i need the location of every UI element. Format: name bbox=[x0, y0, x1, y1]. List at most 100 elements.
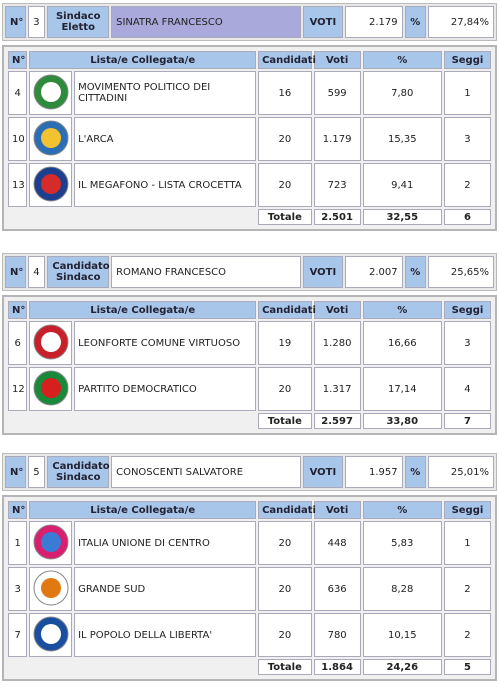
list-name: IL POPOLO DELLA LIBERTA' bbox=[74, 613, 257, 657]
total-votes: 2.597 bbox=[313, 413, 361, 429]
column-header: Seggi bbox=[443, 51, 491, 69]
role-label: Candidato Sindaco bbox=[47, 456, 110, 488]
list-logo bbox=[33, 524, 69, 559]
list-seats: 2 bbox=[443, 163, 491, 207]
column-header: % bbox=[362, 301, 442, 319]
list-number: 1 bbox=[8, 521, 28, 565]
list-candidates: 19 bbox=[258, 321, 312, 365]
logo-cell bbox=[29, 567, 73, 611]
list-candidates: 16 bbox=[258, 71, 312, 115]
logo-cell bbox=[29, 521, 73, 565]
candidate-number: 4 bbox=[28, 256, 46, 288]
blank bbox=[8, 209, 256, 225]
total-row: Totale 2.597 33,80 7 bbox=[8, 413, 491, 429]
logo-cell bbox=[29, 321, 73, 365]
logo-center bbox=[41, 173, 62, 194]
candidate-header: N° 3 Sindaco Eletto SINATRA FRANCESCO VOTI 2.… bbox=[2, 3, 497, 41]
total-label: Totale bbox=[258, 209, 312, 225]
list-seats: 3 bbox=[443, 321, 491, 365]
list-candidates: 20 bbox=[258, 163, 312, 207]
list-seats: 3 bbox=[443, 117, 491, 161]
votes-label: VOTI bbox=[302, 256, 344, 288]
column-header: % bbox=[362, 51, 442, 69]
column-header: Voti bbox=[313, 501, 361, 519]
hd: N° Lista/e Collegata/e Candidati Voti% Seggi bbox=[8, 301, 491, 319]
role-label: Sindaco Eletto bbox=[47, 6, 110, 38]
list-logo bbox=[33, 616, 69, 651]
pct-label: % bbox=[404, 6, 426, 38]
list-pct: 9,41 bbox=[362, 163, 442, 207]
total-seats: 7 bbox=[443, 413, 491, 429]
list-number: 12 bbox=[8, 367, 28, 411]
total-row: Totale 1.864 24,26 5 bbox=[8, 659, 491, 675]
list-row: 7 IL POPOLO DELLA LIBERTA' 20 780 10,15 2 bbox=[8, 613, 491, 657]
list-number: 13 bbox=[8, 163, 28, 207]
list-seats: 4 bbox=[443, 367, 491, 411]
list-votes: 723 bbox=[313, 163, 361, 207]
logo-cell bbox=[29, 367, 73, 411]
total-pct: 33,80 bbox=[362, 413, 442, 429]
list-pct: 10,15 bbox=[362, 613, 442, 657]
list-logo bbox=[33, 570, 69, 605]
header-row: N° 5 Candidato Sindaco CONOSCENTI SALVATORE… bbox=[5, 456, 494, 488]
list-name: MOVIMENTO POLITICO DEI CITTADINI bbox=[74, 71, 257, 115]
header-row: N° 3 Sindaco Eletto SINATRA FRANCESCO VOTI 2.… bbox=[5, 6, 494, 38]
list-votes: 1.280 bbox=[313, 321, 361, 365]
logo-cell bbox=[29, 117, 73, 161]
list-row: 13 IL MEGAFONO - LISTA CROCETTA 20 723 9,41 2 bbox=[8, 163, 491, 207]
list-seats: 1 bbox=[443, 71, 491, 115]
list-row: 1 ITALIA UNIONE DI CENTRO 20 448 5,83 1 bbox=[8, 521, 491, 565]
list-number: 7 bbox=[8, 613, 28, 657]
header-row: N° 4 Candidato Sindaco ROMANO FRANCESCO VOTI… bbox=[5, 256, 494, 288]
role-label: Candidato Sindaco bbox=[47, 256, 110, 288]
column-header: % bbox=[362, 501, 442, 519]
logo-center bbox=[41, 127, 62, 148]
logo-center bbox=[41, 577, 62, 598]
pct-label: % bbox=[404, 456, 426, 488]
list-votes: 780 bbox=[313, 613, 361, 657]
candidate-pct: 25,01% bbox=[427, 456, 494, 488]
list-candidates: 20 bbox=[258, 613, 312, 657]
total-votes: 2.501 bbox=[313, 209, 361, 225]
logo-cell bbox=[29, 163, 73, 207]
hd: N° Lista/e Collegata/e Candidati Voti% Seggi bbox=[8, 51, 491, 69]
list-candidates: 20 bbox=[258, 567, 312, 611]
logo-center bbox=[41, 331, 62, 352]
candidate-name: ROMANO FRANCESCO bbox=[111, 256, 301, 288]
list-logo bbox=[33, 120, 69, 155]
list-row: 12 PARTITO DEMOCRATICO 20 1.317 17,14 4 bbox=[8, 367, 491, 411]
list-pct: 15,35 bbox=[362, 117, 442, 161]
lists-panel: N° Lista/e Collegata/e Candidati Voti% Seggi… bbox=[2, 495, 497, 681]
list-logo bbox=[33, 324, 69, 359]
blank bbox=[8, 413, 256, 429]
list-row: 10 L'ARCA 20 1.179 15,35 3 bbox=[8, 117, 491, 161]
logo-cell bbox=[29, 71, 73, 115]
total-seats: 6 bbox=[443, 209, 491, 225]
list-name: L'ARCA bbox=[74, 117, 257, 161]
lists-panel: N° Lista/e Collegata/e Candidati Voti% Seggi… bbox=[2, 295, 497, 435]
votes-label: VOTI bbox=[302, 456, 344, 488]
column-header: Lista/e Collegata/e bbox=[29, 301, 257, 319]
list-votes: 636 bbox=[313, 567, 361, 611]
list-candidates: 20 bbox=[258, 117, 312, 161]
lists-table: N° Lista/e Collegata/e Candidati Voti% Seggi… bbox=[6, 299, 493, 431]
list-pct: 16,66 bbox=[362, 321, 442, 365]
candidate-block: N° 5 Candidato Sindaco CONOSCENTI SALVATORE… bbox=[2, 453, 497, 681]
column-header: Candidati bbox=[258, 501, 316, 519]
list-votes: 448 bbox=[313, 521, 361, 565]
candidate-header: N° 4 Candidato Sindaco ROMANO FRANCESCO VOTI… bbox=[2, 253, 497, 291]
list-number: 4 bbox=[8, 71, 28, 115]
list-pct: 17,14 bbox=[362, 367, 442, 411]
candidate-pct: 27,84% bbox=[427, 6, 494, 38]
list-number: 10 bbox=[8, 117, 28, 161]
logo-center bbox=[41, 531, 62, 552]
list-seats: 2 bbox=[443, 567, 491, 611]
candidate-number: 3 bbox=[28, 6, 46, 38]
list-number: 3 bbox=[8, 567, 28, 611]
list-votes: 1.317 bbox=[313, 367, 361, 411]
logo-cell bbox=[29, 613, 73, 657]
list-pct: 5,83 bbox=[362, 521, 442, 565]
candidate-pct: 25,65% bbox=[427, 256, 494, 288]
